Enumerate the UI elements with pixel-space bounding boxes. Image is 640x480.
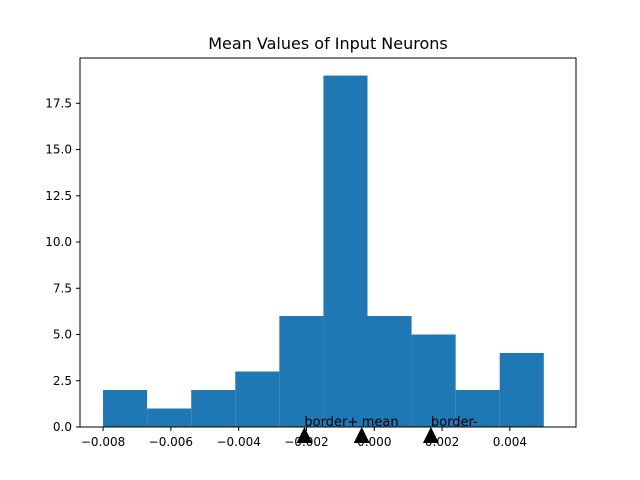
histogram-bar-10 <box>499 353 544 427</box>
marker-arrow-mean <box>353 427 370 443</box>
y-tick-label: 2.5 <box>53 374 72 388</box>
marker-arrow-border-plus <box>296 427 313 443</box>
x-tick-label: −0.008 <box>81 435 125 449</box>
histogram-bar-6 <box>323 75 368 428</box>
y-axis: 0.0 2.5 5.0 7.5 10.0 12.5 15.0 17.5 <box>45 96 80 434</box>
bars-group <box>103 75 544 428</box>
y-tick-label: 15.0 <box>45 143 72 157</box>
histogram-bar-1 <box>103 390 148 427</box>
y-tick-label: 7.5 <box>53 281 72 295</box>
markers-group: border+ mean border- <box>296 415 478 443</box>
marker-label: mean <box>362 415 399 430</box>
y-tick-label: 10.0 <box>45 235 72 249</box>
y-tick-label: 5.0 <box>53 328 72 342</box>
histogram-bar-2 <box>147 408 192 427</box>
histogram-bar-3 <box>191 390 236 427</box>
marker-label: border- <box>431 415 478 430</box>
x-tick-label: −0.004 <box>216 435 260 449</box>
chart-title: Mean Values of Input Neurons <box>208 34 448 53</box>
marker-label: border+ <box>304 415 358 430</box>
marker-arrow-border-minus <box>422 427 439 443</box>
histogram-bar-7 <box>367 316 412 427</box>
histogram-bar-9 <box>455 390 500 427</box>
x-tick-label: −0.006 <box>149 435 193 449</box>
histogram-bar-5 <box>279 316 324 427</box>
histogram-bar-4 <box>235 371 280 427</box>
x-tick-label: 0.004 <box>493 435 527 449</box>
histogram-bar-8 <box>411 334 456 427</box>
y-tick-label: 12.5 <box>45 189 72 203</box>
y-tick-label: 0.0 <box>53 420 72 434</box>
y-tick-label: 17.5 <box>45 96 72 110</box>
